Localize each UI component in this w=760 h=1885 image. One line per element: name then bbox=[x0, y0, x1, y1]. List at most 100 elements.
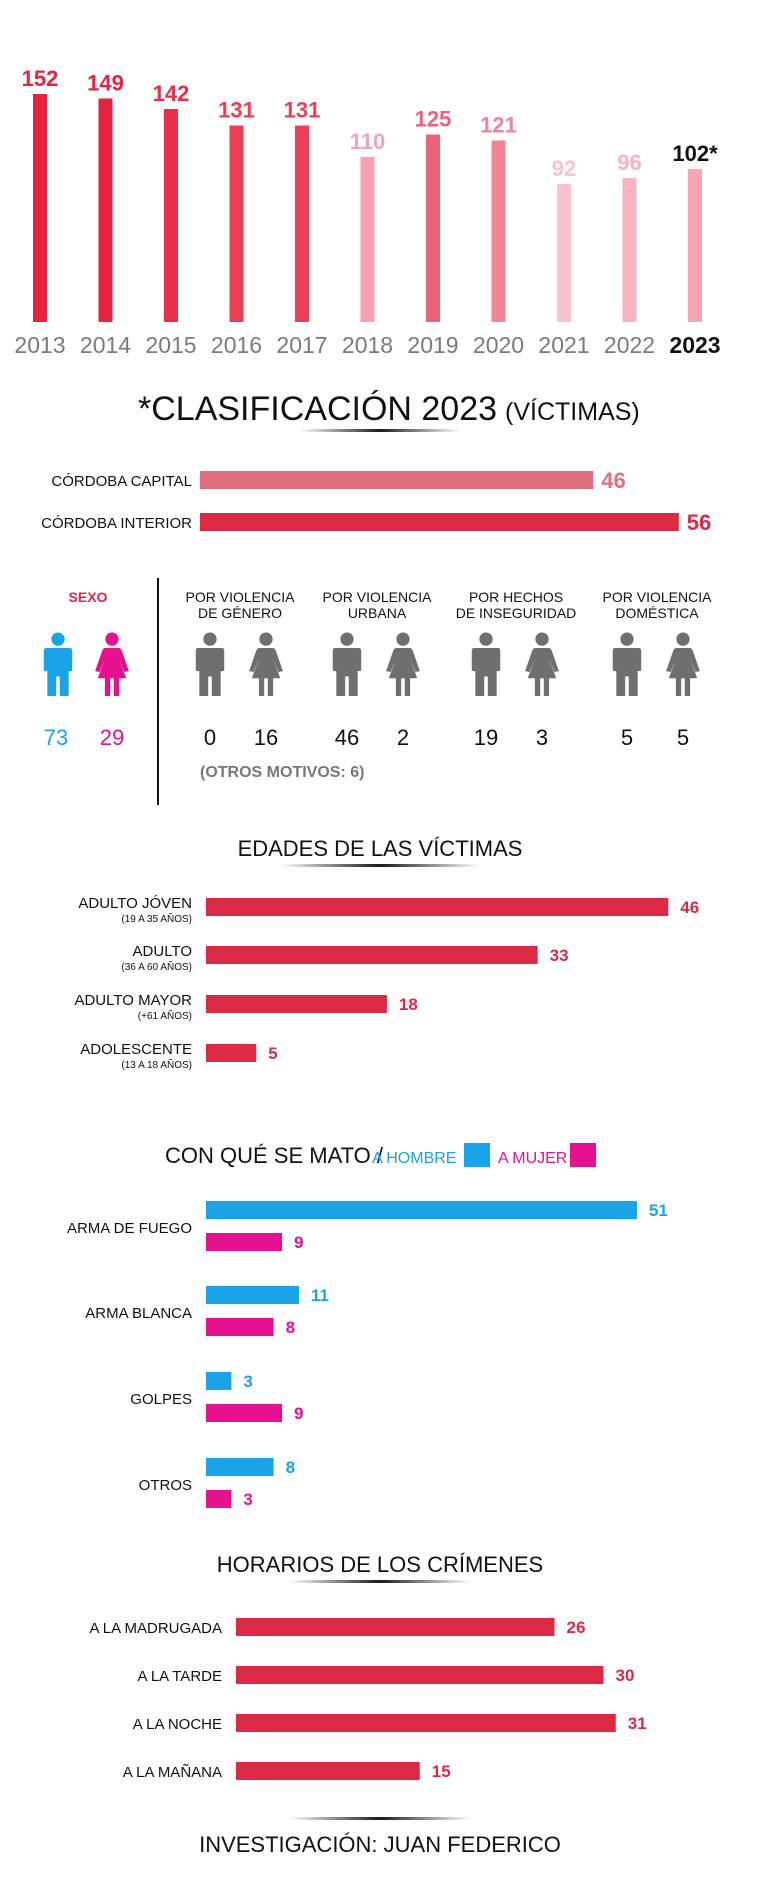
arma-category-label: ARMA DE FUEGO bbox=[67, 1220, 192, 1237]
year-bar bbox=[426, 134, 440, 322]
clasificacion-title: *CLASIFICACIÓN 2023 (VÍCTIMAS) bbox=[138, 390, 640, 428]
year-tick-label: 2015 bbox=[145, 332, 196, 358]
female-icon bbox=[666, 632, 700, 696]
motivo-subtitle: DOMÉSTICA bbox=[615, 605, 699, 621]
footer-line bbox=[290, 1817, 470, 1820]
motivo-subtitle: DE GÉNERO bbox=[198, 605, 282, 621]
arma-bar bbox=[206, 1372, 232, 1390]
year-tick-label: 2014 bbox=[80, 332, 131, 358]
arma-value-label: 9 bbox=[294, 1233, 303, 1252]
horario-bar bbox=[236, 1666, 604, 1684]
clasificacion-chart: CÓRDOBA CAPITAL 46 CÓRDOBA INTERIOR 56 bbox=[41, 468, 711, 535]
sexo-female-count: 29 bbox=[100, 725, 124, 750]
title-underline bbox=[280, 864, 480, 867]
arma-bar bbox=[206, 1318, 274, 1336]
edad-value-label: 18 bbox=[399, 995, 418, 1014]
arma-category-label: ARMA BLANCA bbox=[85, 1305, 192, 1322]
year-value-label: 110 bbox=[350, 129, 386, 154]
arma-category-label: GOLPES bbox=[130, 1391, 192, 1408]
motivo-male-count: 19 bbox=[474, 725, 498, 750]
legend-hombre-label: A HOMBRE bbox=[372, 1150, 456, 1167]
footer-credit: INVESTIGACIÓN: JUAN FEDERICO bbox=[199, 1832, 561, 1857]
arma-bar bbox=[206, 1458, 274, 1476]
edades-chart: ADULTO JÓVEN(19 A 35 AÑOS) 46 ADULTO(36 A … bbox=[74, 895, 699, 1071]
motivo-female-count: 16 bbox=[254, 725, 278, 750]
horario-bar bbox=[236, 1714, 616, 1732]
edad-bar bbox=[206, 946, 538, 964]
arma-value-label: 3 bbox=[243, 1372, 252, 1391]
clasif-bar bbox=[200, 513, 679, 531]
horarios-title: HORARIOS DE LOS CRÍMENES bbox=[217, 1552, 543, 1577]
year-bar bbox=[688, 169, 702, 322]
horario-category-label: A LA MADRUGADA bbox=[89, 1620, 222, 1637]
arma-bar bbox=[206, 1404, 283, 1422]
clasif-value-label: 46 bbox=[601, 468, 625, 493]
motivo-title: POR VIOLENCIA bbox=[323, 589, 433, 605]
year-tick-label: 2016 bbox=[211, 332, 262, 358]
horarios-chart: A LA MADRUGADA 26 A LA TARDE 30 A LA NOCHE 31… bbox=[89, 1618, 647, 1781]
legend-hombre-swatch bbox=[464, 1143, 490, 1167]
year-value-label: 92 bbox=[552, 156, 576, 181]
arma-title: CON QUÉ SE MATO / bbox=[165, 1143, 384, 1168]
motivo-female-count: 5 bbox=[677, 725, 689, 750]
motivo-male-count: 0 bbox=[204, 725, 216, 750]
male-icon bbox=[471, 632, 501, 696]
motivo-subtitle: URBANA bbox=[348, 605, 407, 621]
horario-value-label: 30 bbox=[616, 1666, 635, 1685]
motivo-male-count: 46 bbox=[335, 725, 359, 750]
motivo-title: POR VIOLENCIA bbox=[603, 589, 713, 605]
year-bar bbox=[491, 140, 506, 322]
male-icon bbox=[612, 632, 642, 696]
year-value-label: 152 bbox=[22, 66, 59, 91]
male-icon bbox=[332, 632, 362, 696]
edad-category-label: ADOLESCENTE bbox=[80, 1041, 192, 1058]
arma-value-label: 9 bbox=[294, 1404, 303, 1423]
horario-value-label: 31 bbox=[628, 1714, 647, 1733]
edad-category-label: ADULTO bbox=[133, 943, 192, 960]
year-bar bbox=[98, 98, 113, 322]
year-bar bbox=[557, 184, 571, 322]
horario-category-label: A LA TARDE bbox=[138, 1668, 223, 1685]
edad-value-label: 33 bbox=[550, 946, 569, 965]
motivo-subtitle: DE INSEGURIDAD bbox=[456, 605, 577, 621]
female-icon bbox=[386, 632, 420, 696]
arma-value-label: 8 bbox=[286, 1318, 295, 1337]
edad-category-label: ADULTO JÓVEN bbox=[78, 895, 192, 912]
year-tick-label: 2019 bbox=[407, 332, 458, 358]
edad-category-label: ADULTO MAYOR bbox=[74, 992, 192, 1009]
arma-value-label: 11 bbox=[311, 1286, 329, 1305]
edad-range-label: (+61 AÑOS) bbox=[138, 1009, 192, 1022]
clasif-category-label: CÓRDOBA CAPITAL bbox=[51, 473, 192, 490]
arma-bar bbox=[206, 1201, 637, 1219]
year-bar bbox=[164, 109, 178, 322]
edad-bar bbox=[206, 995, 387, 1013]
year-value-label: 131 bbox=[284, 98, 321, 123]
arma-category-label: OTROS bbox=[139, 1477, 192, 1494]
year-tick-label: 2017 bbox=[276, 332, 327, 358]
year-bar bbox=[33, 94, 47, 322]
clasif-category-label: CÓRDOBA INTERIOR bbox=[41, 515, 192, 532]
horario-category-label: A LA NOCHE bbox=[133, 1716, 222, 1733]
edad-bar bbox=[206, 898, 669, 916]
clasif-value-label: 56 bbox=[687, 510, 711, 535]
yearly-victims-chart: 152 2013 149 2014 142 2015 131 2016 131 2017 110 20… bbox=[14, 66, 720, 358]
year-bar bbox=[295, 125, 309, 322]
year-value-label: 121 bbox=[480, 113, 517, 138]
arma-bar bbox=[206, 1286, 299, 1304]
otros-motivos: (OTROS MOTIVOS: 6) bbox=[200, 764, 364, 781]
edad-bar bbox=[206, 1044, 257, 1062]
title-underline bbox=[300, 429, 460, 432]
year-value-label: 142 bbox=[153, 81, 190, 106]
horario-category-label: A LA MAÑANA bbox=[123, 1764, 222, 1781]
arma-value-label: 3 bbox=[243, 1490, 252, 1509]
female-icon bbox=[95, 632, 129, 696]
armas-chart: ARMA DE FUEGO 51 9 ARMA BLANCA 11 8 GOLPES 3 9 OT… bbox=[67, 1201, 668, 1509]
year-tick-label: 2020 bbox=[473, 332, 524, 358]
year-bar bbox=[229, 125, 244, 322]
female-icon bbox=[249, 632, 283, 696]
horario-bar bbox=[236, 1762, 420, 1780]
year-value-label: 125 bbox=[415, 107, 452, 132]
sexo-title: SEXO bbox=[69, 589, 108, 605]
